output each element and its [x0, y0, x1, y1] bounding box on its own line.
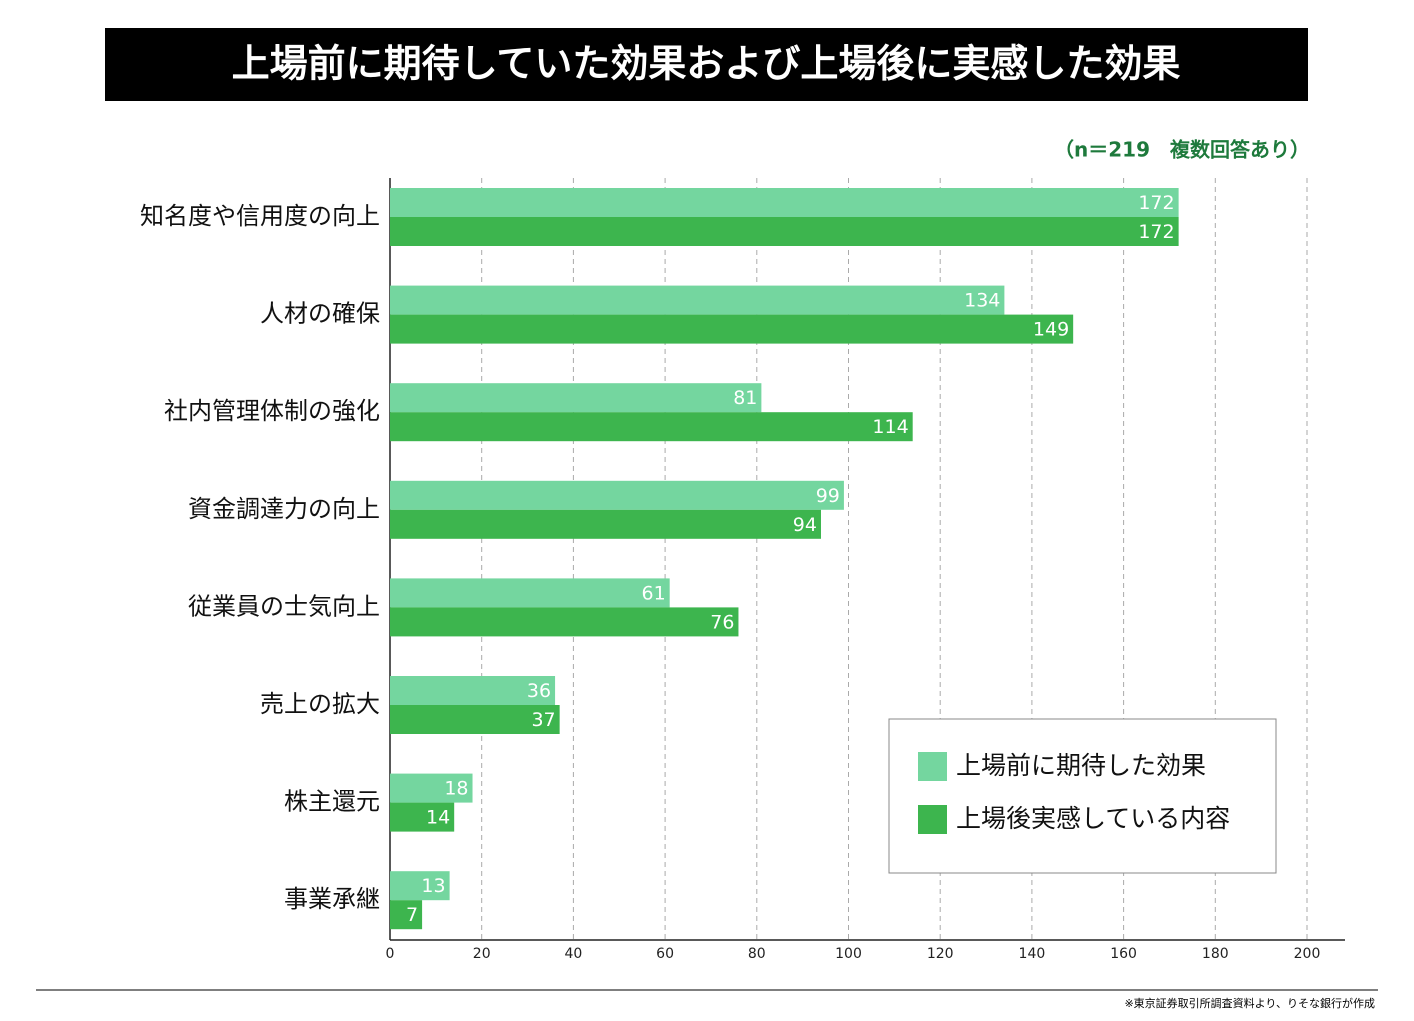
y-tick-label: 従業員の士気向上 [188, 592, 380, 620]
bar [390, 676, 556, 705]
bar [390, 383, 762, 413]
value-label: 94 [793, 514, 817, 536]
y-tick-label: 売上の拡大 [260, 690, 380, 718]
bar [390, 188, 1179, 217]
bar [390, 480, 844, 510]
value-label: 114 [872, 416, 908, 438]
value-label: 61 [641, 582, 665, 604]
note: （n＝219 複数回答あり） [1054, 138, 1310, 162]
legend-swatch [918, 805, 947, 834]
value-label: 172 [1138, 221, 1174, 243]
source: ※東京証券取引所調査資料より、りそな銀行が作成 [1124, 996, 1375, 1010]
x-tick-label: 160 [1110, 946, 1137, 962]
bar [390, 314, 1074, 344]
y-tick-label: 知名度や信用度の向上 [140, 202, 380, 230]
value-label: 18 [444, 778, 468, 800]
value-label: 37 [531, 709, 555, 731]
x-tick-label: 20 [473, 946, 491, 962]
y-tick-label: 社内管理体制の強化 [164, 397, 380, 425]
bar [390, 217, 1179, 246]
x-tick-label: 140 [1019, 946, 1046, 962]
bar [390, 802, 455, 832]
x-tick-label: 100 [835, 946, 862, 962]
value-label: 134 [964, 290, 1000, 312]
value-label: 13 [421, 875, 445, 897]
value-label: 7 [406, 904, 418, 926]
legend-swatch [918, 752, 947, 781]
x-tick-label: 120 [927, 946, 954, 962]
x-tick-label: 60 [656, 946, 674, 962]
y-tick-label: 事業承継 [284, 885, 380, 913]
bar [390, 412, 913, 442]
legend-label: 上場前に期待した効果 [956, 751, 1206, 780]
bar [390, 900, 423, 930]
x-tick-label: 0 [386, 946, 395, 962]
value-label: 36 [527, 680, 551, 702]
x-tick-label: 40 [564, 946, 582, 962]
bar [390, 705, 560, 734]
y-tick-label: 人材の確保 [260, 300, 380, 328]
bar [390, 285, 1005, 315]
bar [390, 509, 821, 539]
bar [390, 871, 450, 901]
chart-title: 上場前に期待していた効果および上場後に実感した効果 [232, 42, 1181, 86]
x-tick-label: 180 [1202, 946, 1229, 962]
legend-box [888, 718, 1277, 874]
x-tick-label: 80 [748, 946, 766, 962]
title-box [105, 28, 1308, 101]
value-label: 149 [1033, 319, 1069, 341]
bar [390, 773, 473, 803]
value-label: 172 [1138, 192, 1174, 214]
bar [390, 607, 739, 637]
y-tick-label: 資金調達力の向上 [188, 495, 380, 523]
value-label: 99 [816, 485, 840, 507]
x-tick-label: 200 [1294, 946, 1321, 962]
value-label: 81 [733, 387, 757, 409]
legend-label: 上場後実感している内容 [956, 804, 1230, 833]
bar [390, 578, 670, 608]
y-tick-label: 株主還元 [284, 788, 380, 816]
value-label: 76 [710, 611, 734, 633]
value-label: 14 [426, 807, 450, 829]
